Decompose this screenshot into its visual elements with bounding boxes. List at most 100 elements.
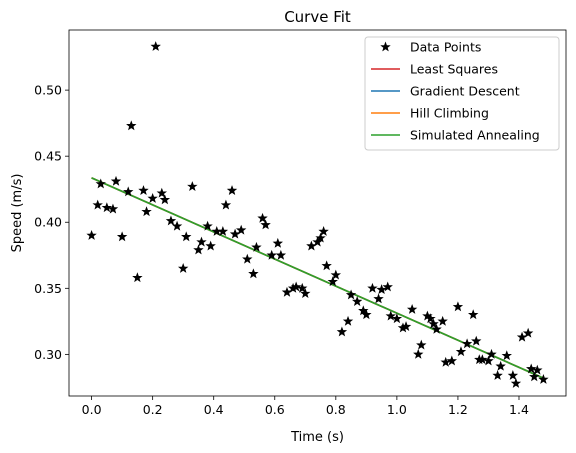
data-point — [471, 335, 482, 346]
x-tick-label: 0.6 — [265, 402, 285, 417]
data-point — [385, 310, 396, 321]
data-point — [330, 269, 342, 280]
data-point — [522, 327, 534, 338]
data-point — [391, 313, 403, 324]
data-point — [248, 268, 259, 279]
data-point — [446, 355, 458, 366]
data-point — [251, 241, 262, 252]
y-tick-label: 0.45 — [34, 149, 62, 164]
data-point — [107, 203, 119, 214]
data-point — [257, 212, 268, 223]
legend-label-simulated-annealing: Simulated Annealing — [410, 128, 540, 143]
data-point — [492, 370, 503, 380]
data-point — [95, 178, 106, 189]
legend-label-data-points: Data Points — [410, 40, 481, 55]
data-point — [342, 315, 354, 326]
data-point — [187, 181, 198, 191]
data-point — [156, 187, 167, 198]
x-tick-label: 1.4 — [509, 402, 529, 417]
data-point — [455, 346, 467, 357]
data-point — [306, 240, 317, 251]
data-point — [92, 199, 103, 210]
data-point — [431, 323, 442, 334]
data-point — [336, 326, 348, 337]
data-point — [141, 206, 152, 217]
data-point — [345, 289, 357, 300]
legend-label-least-squares: Least Squares — [410, 62, 498, 77]
data-point — [193, 244, 204, 255]
data-point — [300, 288, 311, 299]
x-tick-label: 0.2 — [143, 402, 163, 417]
data-point — [413, 348, 424, 359]
y-tick-label: 0.40 — [34, 215, 62, 230]
legend-box — [364, 36, 560, 151]
data-point — [171, 220, 183, 231]
data-point — [150, 41, 161, 51]
legend-marker-data-points — [380, 41, 391, 52]
data-point — [126, 120, 137, 131]
data-point — [181, 231, 192, 242]
data-point — [351, 296, 363, 306]
data-point — [382, 281, 393, 292]
data-point — [327, 276, 338, 287]
data-point — [147, 193, 158, 203]
data-point — [400, 321, 412, 332]
data-point — [110, 175, 122, 186]
x-axis-ticks: 0.0 0.2 0.4 0.6 0.8 1.0 1.2 1.4 — [82, 396, 529, 417]
legend: Data Points Least Squares Gradient Descent… — [364, 36, 560, 151]
data-point — [202, 220, 213, 231]
y-tick-label: 0.50 — [34, 83, 62, 98]
data-point — [437, 315, 448, 326]
x-tick-label: 0.0 — [82, 402, 102, 417]
x-tick-label: 1.0 — [387, 402, 407, 417]
data-point — [281, 286, 293, 297]
data-point — [315, 232, 326, 243]
x-axis-label: Time (s) — [290, 430, 344, 445]
y-axis-ticks: 0.30 0.35 0.40 0.45 0.50 — [34, 83, 69, 362]
data-point — [86, 230, 97, 240]
data-point — [297, 282, 308, 293]
data-point — [132, 272, 143, 283]
data-point — [495, 360, 506, 371]
data-point — [532, 364, 543, 375]
data-point — [321, 260, 332, 271]
data-point — [425, 313, 436, 324]
scatter-points — [86, 41, 549, 388]
data-point — [474, 354, 485, 365]
data-point — [123, 186, 134, 197]
data-point — [416, 339, 427, 350]
data-point — [501, 350, 512, 361]
data-point — [318, 226, 329, 236]
data-point — [406, 303, 418, 314]
data-point — [428, 318, 439, 329]
data-point — [159, 194, 171, 205]
y-tick-label: 0.30 — [34, 347, 62, 362]
data-point — [461, 338, 473, 349]
data-point — [272, 237, 284, 248]
data-point — [165, 215, 177, 226]
chart-title: Curve Fit — [284, 8, 351, 26]
data-point — [229, 228, 241, 239]
legend-label-hill-climbing: Hill Climbing — [410, 106, 489, 121]
data-point — [367, 282, 378, 293]
data-point — [266, 249, 277, 260]
data-point — [526, 363, 537, 374]
x-tick-label: 0.4 — [204, 402, 224, 417]
data-point — [516, 331, 528, 342]
data-point — [373, 293, 384, 304]
data-point — [275, 249, 287, 260]
data-point — [290, 281, 302, 292]
data-point — [486, 348, 497, 359]
plot-frame — [68, 29, 567, 397]
data-point — [138, 185, 149, 195]
data-point — [358, 305, 369, 316]
data-point — [242, 253, 253, 264]
data-point — [226, 185, 238, 195]
y-axis-label: Speed (m/s) — [10, 174, 25, 253]
data-point — [220, 199, 232, 210]
data-point — [217, 226, 229, 236]
data-point — [196, 236, 207, 247]
data-point — [510, 377, 522, 388]
data-point — [376, 284, 387, 295]
